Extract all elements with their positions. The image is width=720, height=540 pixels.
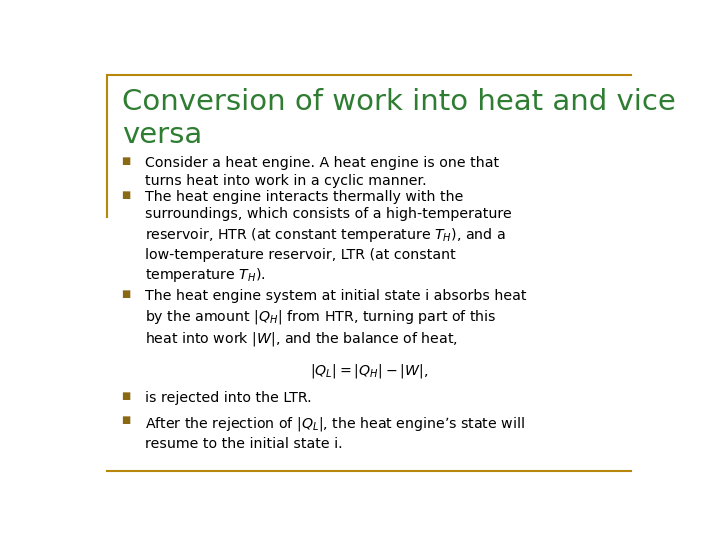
Text: Conversion of work into heat and vice: Conversion of work into heat and vice (122, 87, 676, 116)
Text: Consider a heat engine. A heat engine is one that
turns heat into work in a cycl: Consider a heat engine. A heat engine is… (145, 156, 499, 188)
Text: is rejected into the LTR.: is rejected into the LTR. (145, 391, 311, 405)
Text: ■: ■ (121, 156, 130, 166)
Text: $|Q_L| =|Q_H| -|W|,$: $|Q_L| =|Q_H| -|W|,$ (310, 362, 428, 380)
Text: versa: versa (122, 121, 202, 149)
Text: ■: ■ (121, 190, 130, 200)
Text: The heat engine system at initial state i absorbs heat
by the amount $|Q_H|$ fro: The heat engine system at initial state … (145, 289, 526, 348)
Text: ■: ■ (121, 289, 130, 299)
Text: ■: ■ (121, 415, 130, 425)
Text: ■: ■ (121, 391, 130, 401)
Text: The heat engine interacts thermally with the
surroundings, which consists of a h: The heat engine interacts thermally with… (145, 190, 511, 285)
Text: After the rejection of $|Q_L|$, the heat engine’s state will
resume to the initi: After the rejection of $|Q_L|$, the heat… (145, 415, 524, 451)
